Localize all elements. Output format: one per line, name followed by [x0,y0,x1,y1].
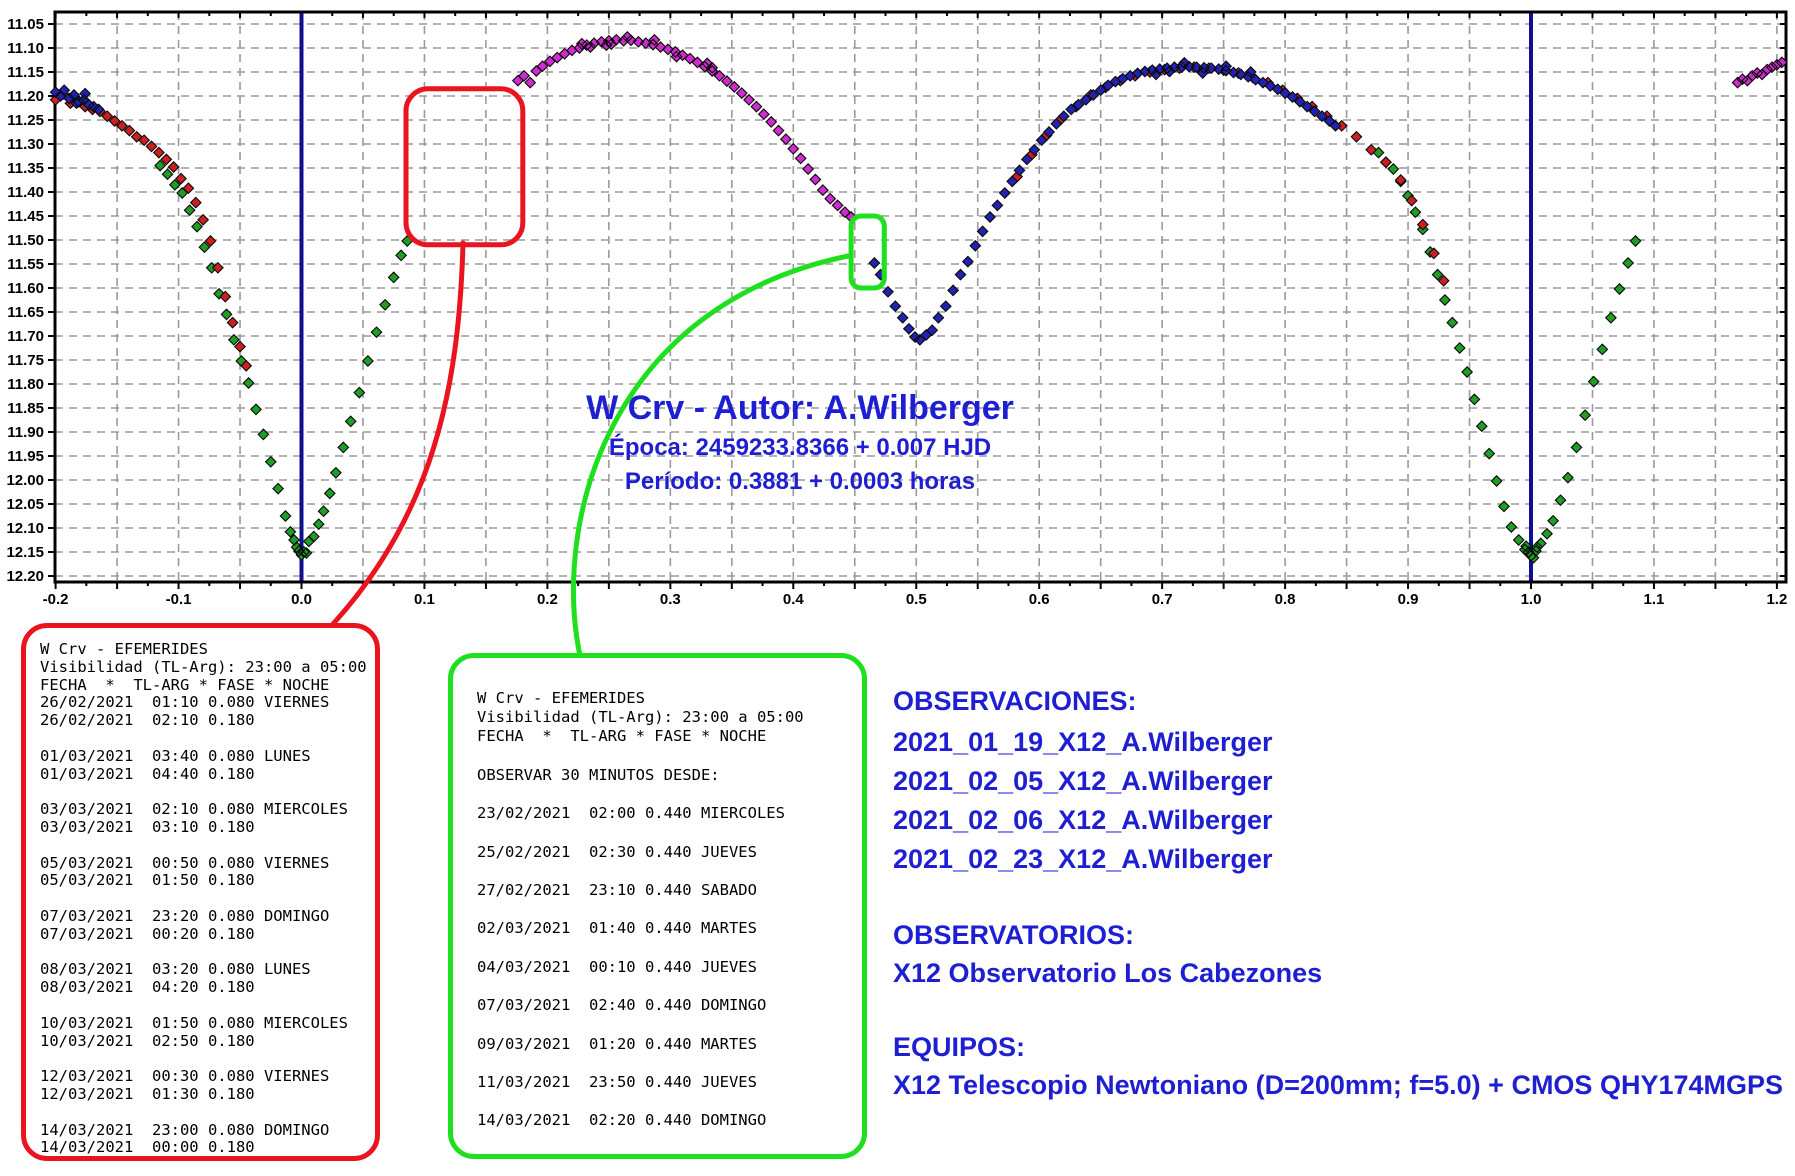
svg-text:11.85: 11.85 [7,400,44,417]
svg-text:11.75: 11.75 [7,352,44,369]
svg-text:11.25: 11.25 [7,112,44,129]
observatorio-entry: X12 Observatorio Los Cabezones [893,958,1323,988]
svg-text:0.7: 0.7 [1152,591,1173,608]
ephemerides-red-box: W Crv - EFEMERIDES Visibilidad (TL-Arg):… [21,623,380,1161]
gridlines [54,12,1786,582]
chart-epoch: Época: 2459233.8366 + 0.007 HJD [608,434,992,461]
svg-text:0.0: 0.0 [291,591,312,608]
observation-entry: 2021_02_05_X12_A.Wilberger [893,766,1273,796]
svg-text:11.20: 11.20 [7,88,44,105]
svg-text:11.05: 11.05 [7,16,44,33]
svg-text:0.4: 0.4 [783,591,805,608]
svg-text:11.90: 11.90 [7,424,44,441]
gap-highlight-box [403,86,526,248]
svg-text:11.15: 11.15 [7,64,44,81]
green-connector-line [571,253,851,659]
svg-text:11.35: 11.35 [7,160,44,177]
equipos-title: EQUIPOS: [893,1032,1026,1062]
svg-text:0.8: 0.8 [1275,591,1296,608]
chart-title: W Crv - Autor: A.Wilberger [586,389,1014,427]
svg-text:0.1: 0.1 [414,591,435,608]
plot-area: 11.05 11.10 11.15 11.20 11.25 11.30 11.35 11.40… [6,10,1788,659]
svg-text:11.55: 11.55 [7,256,44,273]
series-2021-01-19-green [154,146,1642,564]
svg-text:11.10: 11.10 [7,40,44,57]
svg-text:11.80: 11.80 [7,376,44,393]
svg-text:11.45: 11.45 [7,208,44,225]
svg-text:0.3: 0.3 [660,591,681,608]
series-2021-02-06-blue [49,56,1342,346]
svg-text:12.05: 12.05 [6,496,44,513]
svg-text:-0.1: -0.1 [166,591,192,608]
svg-text:12.00: 12.00 [6,472,44,489]
svg-text:0.5: 0.5 [906,591,927,608]
observaciones-list: 2021_01_19_X12_A.Wilberger 2021_02_05_X1… [893,723,1273,879]
svg-text:11.60: 11.60 [7,280,44,297]
svg-text:11.40: 11.40 [7,184,44,201]
observation-entry: 2021_02_23_X12_A.Wilberger [893,844,1273,874]
svg-text:0.2: 0.2 [537,591,558,608]
observation-entry: 2021_01_19_X12_A.Wilberger [893,727,1273,757]
svg-text:11.65: 11.65 [7,304,44,321]
ephemerides-red-text: W Crv - EFEMERIDES Visibilidad (TL-Arg):… [40,640,367,1157]
observation-entry: 2021_02_06_X12_A.Wilberger [893,805,1273,835]
svg-text:0.6: 0.6 [1029,591,1050,608]
svg-text:0.9: 0.9 [1398,591,1419,608]
svg-text:11.95: 11.95 [7,448,44,465]
svg-text:1.0: 1.0 [1521,591,1542,608]
observe-highlight-box [848,213,887,291]
plot-frame [53,10,1788,584]
svg-text:12.15: 12.15 [6,544,44,561]
ephemerides-green-box: W Crv - EFEMERIDES Visibilidad (TL-Arg):… [448,653,867,1159]
svg-text:12.10: 12.10 [6,520,44,537]
series-2021-02-23-magenta [511,31,1788,223]
equipo-entry: X12 Telescopio Newtoniano (D=200mm; f=5.… [893,1070,1784,1100]
observatorios-title: OBSERVATORIOS: [893,920,1135,950]
svg-text:11.50: 11.50 [7,232,44,249]
svg-text:11.70: 11.70 [7,328,44,345]
svg-text:11.30: 11.30 [7,136,44,153]
red-connector-line [330,240,466,627]
svg-text:1.2: 1.2 [1766,591,1787,608]
svg-text:12.20: 12.20 [6,568,44,585]
series-2021-02-05-red [49,61,1450,372]
svg-text:1.1: 1.1 [1644,591,1665,608]
chart-period: Período: 0.3881 + 0.0003 horas [624,468,976,495]
ephemerides-green-text: W Crv - EFEMERIDES Visibilidad (TL-Arg):… [477,689,804,1130]
chart-title-block: W Crv - Autor: A.Wilberger Época: 245923… [520,389,1080,496]
svg-text:-0.2: -0.2 [43,591,69,608]
observaciones-title: OBSERVACIONES: [893,686,1137,716]
axis-labels: 11.05 11.10 11.15 11.20 11.25 11.30 11.35 11.40… [6,16,1787,608]
